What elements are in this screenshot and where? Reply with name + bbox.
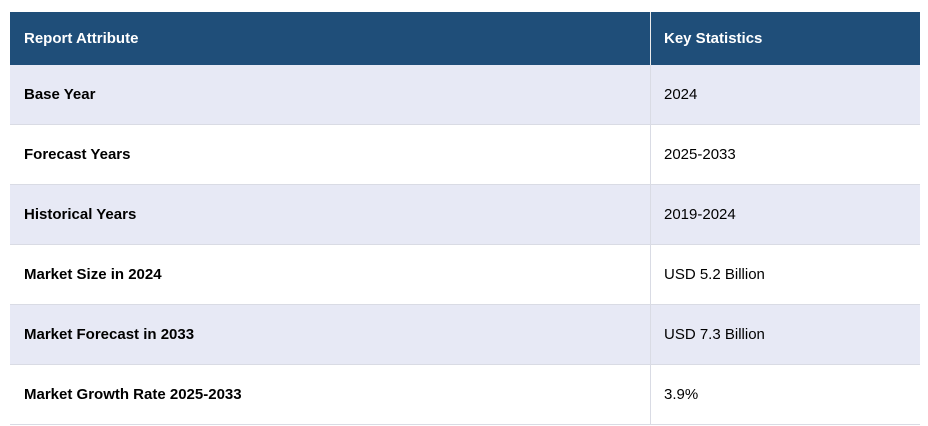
table-row: Base Year 2024 (10, 65, 920, 125)
table-row: Market Size in 2024 USD 5.2 Billion (10, 245, 920, 305)
value-cell: USD 5.2 Billion (650, 245, 920, 304)
attribute-cell: Market Forecast in 2033 (24, 326, 195, 343)
attribute-cell: Market Size in 2024 (24, 266, 162, 283)
value-cell: 3.9% (650, 365, 920, 424)
key-statistics-table: Report Attribute Key Statistics Base Yea… (10, 12, 920, 425)
attribute-cell: Historical Years (24, 206, 137, 223)
header-cell-key-statistics: Key Statistics (650, 12, 920, 65)
value-cell: USD 7.3 Billion (650, 305, 920, 364)
value-cell: 2025-2033 (650, 125, 920, 184)
value-cell: 2019-2024 (650, 185, 920, 244)
attribute-cell: Forecast Years (24, 146, 131, 163)
attribute-cell: Base Year (24, 86, 96, 103)
table-header-row: Report Attribute Key Statistics (10, 12, 920, 65)
header-cell-report-attribute: Report Attribute (24, 30, 139, 47)
table-row: Market Forecast in 2033 USD 7.3 Billion (10, 305, 920, 365)
value-cell: 2024 (650, 65, 920, 124)
table-row: Market Growth Rate 2025-2033 3.9% (10, 365, 920, 425)
table-row: Forecast Years 2025-2033 (10, 125, 920, 185)
table-row: Historical Years 2019-2024 (10, 185, 920, 245)
attribute-cell: Market Growth Rate 2025-2033 (24, 386, 242, 403)
